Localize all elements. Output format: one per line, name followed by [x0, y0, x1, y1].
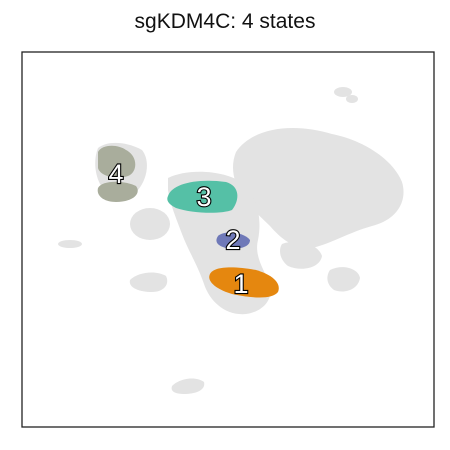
state-cluster-2: [216, 232, 250, 249]
background-cluster: [171, 378, 205, 394]
state-cluster-3: [167, 180, 238, 213]
background-cluster: [130, 208, 170, 240]
state-cluster-4: [97, 181, 138, 202]
state-label-4: 4: [108, 159, 123, 189]
background-cluster: [327, 267, 360, 292]
state-labels: 1 23 4: [107, 158, 249, 300]
state-label-2: 2: [225, 225, 240, 255]
state-label-3: 3: [196, 182, 211, 212]
background-cluster: [346, 95, 358, 103]
state-label-1: 1: [233, 269, 248, 299]
chart-title: sgKDM4C: 4 states: [134, 10, 316, 33]
background-cluster: [233, 128, 404, 249]
background-cluster: [334, 87, 352, 97]
background-cluster: [58, 240, 82, 248]
state-cluster-1: [209, 267, 279, 298]
state-cluster-4: [98, 145, 136, 178]
background-cluster: [129, 272, 168, 292]
state-clusters: [97, 145, 279, 298]
background-cluster: [280, 241, 322, 269]
